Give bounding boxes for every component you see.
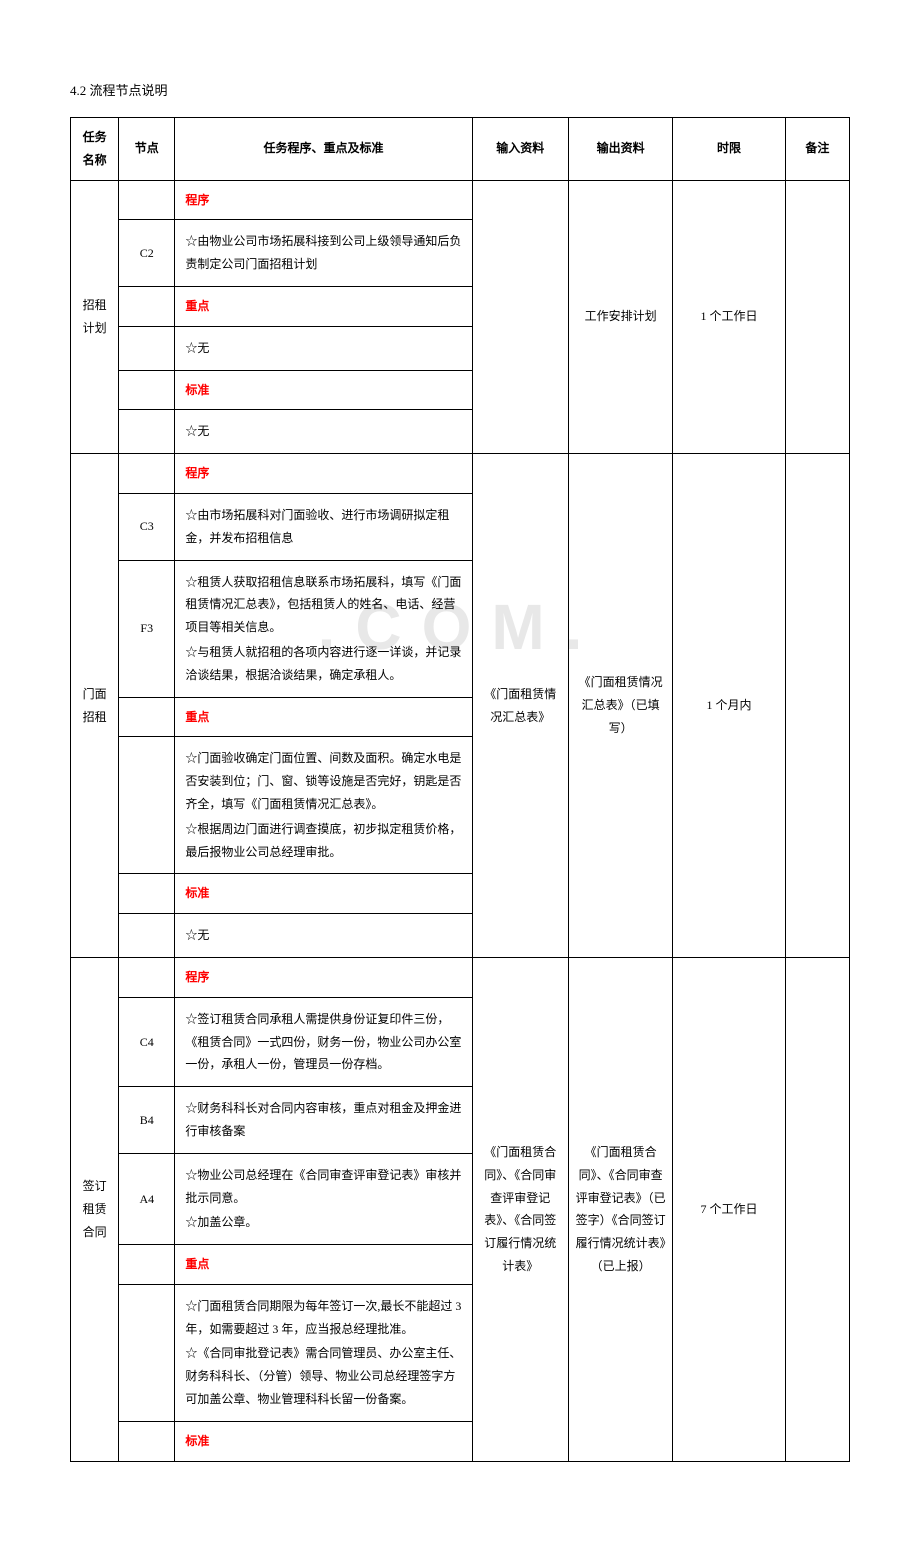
node-cell	[119, 1284, 175, 1421]
procedure-cell: ☆租赁人获取招租信息联系市场拓展科，填写《门面租赁情况汇总表》，包括租赁人的姓名…	[175, 560, 472, 697]
procedure-text: ☆无	[185, 420, 461, 443]
procedure-cell: 程序	[175, 180, 472, 220]
input-cell: 《门面租赁合同》、《合同审查评审登记表》、《合同签订履行情况统计表》	[472, 957, 568, 1461]
procedure-text: ☆与租赁人就招租的各项内容进行逐一详谈，并记录洽谈结果，根据洽谈结果，确定承租人…	[185, 641, 461, 687]
node-cell: A4	[119, 1153, 175, 1244]
header-task: 任务名称	[71, 118, 119, 181]
note-cell	[785, 454, 849, 958]
section-label: 标准	[185, 1434, 209, 1448]
node-cell	[119, 370, 175, 410]
procedure-cell: ☆物业公司总经理在《合同审查评审登记表》审核并批示同意。☆加盖公章。	[175, 1153, 472, 1244]
procedure-cell: 重点	[175, 1245, 472, 1285]
node-cell	[119, 914, 175, 958]
section-label: 程序	[185, 466, 209, 480]
procedure-cell: 标准	[175, 874, 472, 914]
table-row: 门面招租程序《门面租赁情况汇总表》《门面租赁情况汇总表》（已填写）1 个月内	[71, 454, 850, 494]
section-label: 标准	[185, 886, 209, 900]
header-time: 时限	[673, 118, 785, 181]
procedure-text: ☆《合同审批登记表》需合同管理员、办公室主任、财务科科长、（分管）领导、物业公司…	[185, 1342, 461, 1410]
output-cell: 工作安排计划	[568, 180, 672, 454]
procedure-text: ☆物业公司总经理在《合同审查评审登记表》审核并批示同意。	[185, 1164, 461, 1210]
procedure-cell: ☆无	[175, 410, 472, 454]
node-cell	[119, 874, 175, 914]
section-label: 重点	[185, 1257, 209, 1271]
procedure-cell: ☆由物业公司市场拓展科接到公司上级领导通知后负责制定公司门面招租计划	[175, 220, 472, 287]
node-cell	[119, 737, 175, 874]
section-label: 重点	[185, 299, 209, 313]
task-cell: 门面招租	[71, 454, 119, 958]
node-cell: C4	[119, 997, 175, 1086]
node-cell: C3	[119, 493, 175, 560]
section-label: 重点	[185, 710, 209, 724]
procedure-text: ☆门面验收确定门面位置、间数及面积。确定水电是否安装到位；门、窗、锁等设施是否完…	[185, 747, 461, 815]
procedure-text: ☆租赁人获取招租信息联系市场拓展科，填写《门面租赁情况汇总表》，包括租赁人的姓名…	[185, 571, 461, 639]
procedure-cell: 标准	[175, 370, 472, 410]
node-cell	[119, 326, 175, 370]
header-note: 备注	[785, 118, 849, 181]
procedure-cell: 标准	[175, 1421, 472, 1461]
procedure-cell: ☆门面租赁合同期限为每年签订一次,最长不能超过 3 年，如需要超过 3 年，应当…	[175, 1284, 472, 1421]
header-node: 节点	[119, 118, 175, 181]
section-label: 程序	[185, 970, 209, 984]
procedure-cell: 程序	[175, 957, 472, 997]
node-cell: F3	[119, 560, 175, 697]
task-cell: 招租计划	[71, 180, 119, 454]
section-label: 程序	[185, 193, 209, 207]
procedure-cell: ☆由市场拓展科对门面验收、进行市场调研拟定租金，并发布招租信息	[175, 493, 472, 560]
node-cell	[119, 1421, 175, 1461]
header-input: 输入资料	[472, 118, 568, 181]
time-cell: 7 个工作日	[673, 957, 785, 1461]
input-cell	[472, 180, 568, 454]
task-cell: 签订租赁合同	[71, 957, 119, 1461]
node-cell: C2	[119, 220, 175, 287]
note-cell	[785, 957, 849, 1461]
procedure-cell: ☆签订租赁合同承租人需提供身份证复印件三份，《租赁合同》一式四份，财务一份，物业…	[175, 997, 472, 1086]
table-row: 签订租赁合同程序《门面租赁合同》、《合同审查评审登记表》、《合同签订履行情况统计…	[71, 957, 850, 997]
node-cell	[119, 957, 175, 997]
node-cell: B4	[119, 1087, 175, 1154]
procedure-text: ☆无	[185, 924, 461, 947]
procedure-cell: ☆无	[175, 326, 472, 370]
output-cell: 《门面租赁情况汇总表》（已填写）	[568, 454, 672, 958]
procedure-cell: 重点	[175, 286, 472, 326]
procedure-text: ☆由市场拓展科对门面验收、进行市场调研拟定租金，并发布招租信息	[185, 504, 461, 550]
header-proc: 任务程序、重点及标准	[175, 118, 472, 181]
input-cell: 《门面租赁情况汇总表》	[472, 454, 568, 958]
output-cell: 《门面租赁合同》、《合同审查评审登记表》（已签字）《合同签订履行情况统计表》（已…	[568, 957, 672, 1461]
section-title: 4.2 流程节点说明	[70, 80, 850, 99]
procedure-cell: 程序	[175, 454, 472, 494]
node-cell	[119, 180, 175, 220]
procedure-text: ☆由物业公司市场拓展科接到公司上级领导通知后负责制定公司门面招租计划	[185, 230, 461, 276]
procedure-text: ☆无	[185, 337, 461, 360]
time-cell: 1 个月内	[673, 454, 785, 958]
section-label: 标准	[185, 383, 209, 397]
procedure-cell: ☆财务科科长对合同内容审核，重点对租金及押金进行审核备案	[175, 1087, 472, 1154]
procedure-text: ☆财务科科长对合同内容审核，重点对租金及押金进行审核备案	[185, 1097, 461, 1143]
note-cell	[785, 180, 849, 454]
process-table: 任务名称 节点 任务程序、重点及标准 输入资料 输出资料 时限 备注 招租计划程…	[70, 117, 850, 1462]
procedure-text: ☆加盖公章。	[185, 1211, 461, 1234]
time-cell: 1 个工作日	[673, 180, 785, 454]
procedure-text: ☆签订租赁合同承租人需提供身份证复印件三份，《租赁合同》一式四份，财务一份，物业…	[185, 1008, 461, 1076]
node-cell	[119, 454, 175, 494]
node-cell	[119, 1245, 175, 1285]
table-header-row: 任务名称 节点 任务程序、重点及标准 输入资料 输出资料 时限 备注	[71, 118, 850, 181]
header-output: 输出资料	[568, 118, 672, 181]
procedure-cell: ☆门面验收确定门面位置、间数及面积。确定水电是否安装到位；门、窗、锁等设施是否完…	[175, 737, 472, 874]
procedure-cell: 重点	[175, 697, 472, 737]
node-cell	[119, 286, 175, 326]
procedure-cell: ☆无	[175, 914, 472, 958]
node-cell	[119, 697, 175, 737]
table-row: 招租计划程序工作安排计划1 个工作日	[71, 180, 850, 220]
procedure-text: ☆根据周边门面进行调查摸底，初步拟定租赁价格，最后报物业公司总经理审批。	[185, 818, 461, 864]
node-cell	[119, 410, 175, 454]
